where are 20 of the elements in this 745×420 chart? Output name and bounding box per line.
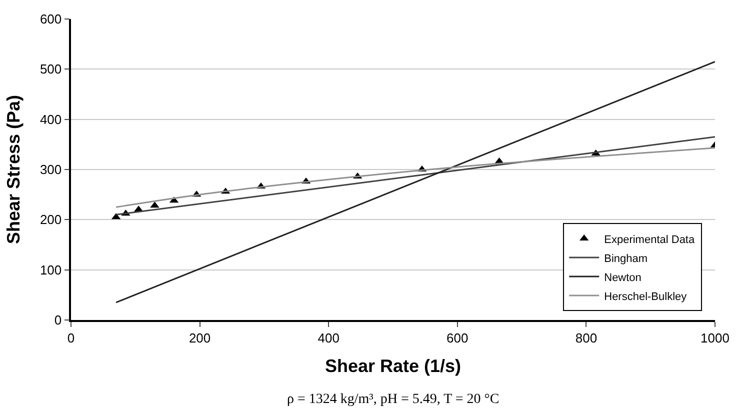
y-tick-label: 500 (40, 62, 62, 77)
x-tick-label: 0 (67, 330, 75, 346)
legend-label: Bingham (604, 252, 648, 265)
x-tick-label: 400 (318, 330, 340, 346)
y-tick-label: 0 (54, 312, 62, 328)
legend-label: Experimental Data (604, 234, 696, 246)
x-axis-title: Shear Rate (1/s) (324, 356, 462, 376)
text: ρ = 1324 kg/m³, pH = 5.49, T = 20 °C (287, 392, 500, 407)
legend-label: Newton (604, 272, 642, 284)
y-tick-label: 300 (40, 162, 62, 178)
x-tick-label: 1000 (700, 330, 730, 346)
y-axis-title: Shear Stress (Pa) (4, 94, 24, 244)
x-tick-label: 800 (575, 330, 598, 346)
y-tick-label: 600 (40, 12, 62, 27)
y-tick-label: 400 (40, 112, 62, 127)
y-tick-label: 100 (40, 262, 62, 278)
x-tick-label: 600 (446, 330, 468, 346)
legend-label: Herschel-Bulkley (604, 290, 688, 303)
x-tick-label: 200 (188, 330, 211, 346)
y-tick-label: 200 (40, 212, 62, 228)
